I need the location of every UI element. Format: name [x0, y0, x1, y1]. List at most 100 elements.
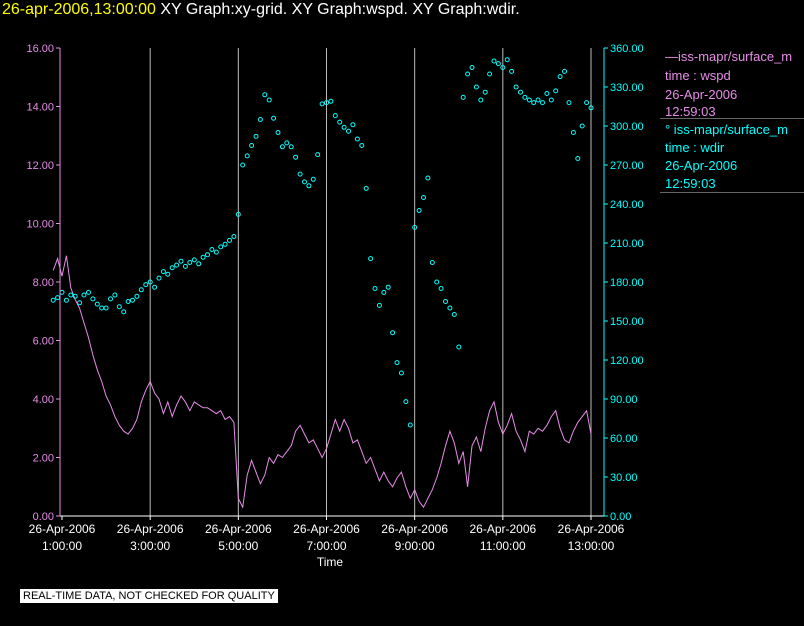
left-y-tick-label: 10.00 — [26, 219, 54, 231]
x-tick-label-time: 13:00:00 — [568, 539, 615, 553]
wdir-data-point — [469, 65, 475, 70]
wdir-data-point — [575, 156, 581, 161]
x-tick-label-date: 26-Apr-2006 — [205, 522, 272, 536]
wdir-data-point — [284, 140, 290, 146]
wdir-data-point — [72, 293, 78, 299]
wdir-data-point — [341, 124, 347, 130]
wdir-data-point — [390, 330, 396, 336]
wdir-data-point — [231, 234, 237, 239]
wdir-data-point — [394, 360, 400, 366]
right-y-tick-label: 90.00 — [610, 394, 638, 406]
wdir-data-point — [297, 171, 303, 177]
wdir-data-point — [460, 94, 466, 100]
wdir-data-point — [354, 136, 360, 142]
x-tick-label-date: 26-Apr-2006 — [117, 522, 184, 536]
wdir-data-point — [94, 301, 100, 307]
wdir-data-point — [244, 153, 250, 159]
wdir-data-point — [526, 97, 532, 103]
legend-wspd-line2: time : wspd — [665, 68, 731, 83]
wdir-data-point — [275, 130, 281, 135]
wdir-data-point — [540, 100, 545, 106]
wdir-data-point — [359, 143, 365, 148]
wdir-data-point — [187, 260, 193, 265]
wdir-data-point — [160, 269, 166, 275]
wdir-data-point — [138, 287, 144, 293]
left-y-tick-label: 16.00 — [26, 43, 54, 55]
wdir-data-point — [553, 88, 559, 94]
wdir-data-point — [500, 65, 506, 70]
wdir-data-point — [55, 295, 61, 301]
wdir-data-point — [465, 71, 471, 77]
wdir-data-point — [227, 237, 232, 243]
wdir-data-point — [152, 284, 158, 290]
x-tick-label-date: 26-Apr-2006 — [29, 522, 96, 536]
left-y-tick-label: 6.00 — [33, 336, 54, 348]
wdir-data-point — [522, 94, 528, 100]
left-y-tick-label: 8.00 — [33, 277, 54, 289]
wdir-data-point — [434, 279, 440, 285]
wdir-data-point — [473, 84, 479, 90]
wdir-data-point — [288, 144, 294, 150]
wdir-data-point — [372, 286, 378, 291]
quality-disclaimer: REAL-TIME DATA, NOT CHECKED FOR QUALITY — [20, 589, 278, 603]
legend-separator — [660, 192, 804, 193]
x-axis-label: Time — [317, 555, 344, 569]
wdir-data-point — [381, 289, 387, 295]
title-bar: 26-apr-2006,13:00:00 XY Graph:xy-grid. X… — [2, 1, 520, 19]
wdir-data-point — [103, 305, 109, 311]
wdir-data-point — [429, 260, 435, 265]
wdir-data-point — [147, 279, 153, 285]
grid-lines — [149, 48, 592, 516]
wdir-data-point — [443, 299, 448, 304]
wdir-data-point — [478, 97, 484, 103]
wdir-data-point — [218, 244, 224, 250]
wdir-data-point — [209, 247, 215, 252]
wdir-data-point — [266, 97, 272, 103]
right-y-tick-label: 60.00 — [610, 433, 638, 445]
wdir-data-point — [416, 208, 422, 213]
right-y-tick-label: 240.00 — [610, 199, 644, 211]
wdir-data-point — [363, 185, 369, 191]
x-tick-label-time: 5:00:00 — [218, 539, 258, 553]
legend-wspd-line3: 26-Apr-2006 — [665, 87, 738, 102]
wdir-data-point — [495, 61, 501, 67]
x-tick-label-date: 26-Apr-2006 — [381, 522, 448, 536]
wdir-data-point — [548, 97, 554, 103]
x-tick-label-date: 26-Apr-2006 — [558, 522, 625, 536]
wdir-data-point — [368, 256, 374, 262]
wdir-data-point — [407, 422, 413, 428]
wdir-data-point — [86, 289, 91, 295]
wdir-data-point — [398, 370, 404, 376]
wdir-data-point — [213, 249, 219, 255]
wdir-data-point — [513, 84, 519, 90]
wdir-data-point — [77, 300, 83, 306]
wdir-data-point — [235, 211, 241, 217]
legend-wdir-line3: 26-Apr-2006 — [665, 158, 738, 173]
wdir-data-point — [451, 312, 457, 317]
wdir-data-point — [156, 275, 162, 281]
wdir-data-point — [279, 144, 285, 150]
wdir-data-point — [68, 292, 74, 298]
left-y-tick-label: 0.00 — [33, 511, 54, 523]
title-graph-list: XY Graph:xy-grid. XY Graph:wspd. XY Grap… — [160, 1, 520, 18]
wdir-data-point — [328, 98, 334, 104]
wdir-data-point — [531, 100, 537, 106]
wdir-data-point — [182, 263, 188, 269]
wdir-data-point — [249, 143, 255, 148]
right-y-tick-label: 330.00 — [610, 82, 644, 94]
wdir-data-point — [121, 309, 127, 315]
legend-wspd-line4: 12:59:03 — [665, 104, 716, 119]
wdir-data-point — [191, 257, 197, 263]
wdir-data-point — [385, 284, 391, 290]
wdir-data-point — [403, 399, 409, 405]
wdir-data-point — [482, 89, 488, 95]
wdir-data-point — [562, 68, 567, 74]
wdir-data-point — [456, 344, 462, 350]
left-y-tick-label: 4.00 — [33, 394, 54, 406]
wdir-data-point — [584, 100, 590, 106]
wdir-data-point — [196, 261, 202, 267]
right-y-tick-label: 120.00 — [610, 355, 644, 367]
wdir-data-point — [487, 71, 493, 77]
legend-wdir-line2: time : wdir — [665, 140, 725, 155]
